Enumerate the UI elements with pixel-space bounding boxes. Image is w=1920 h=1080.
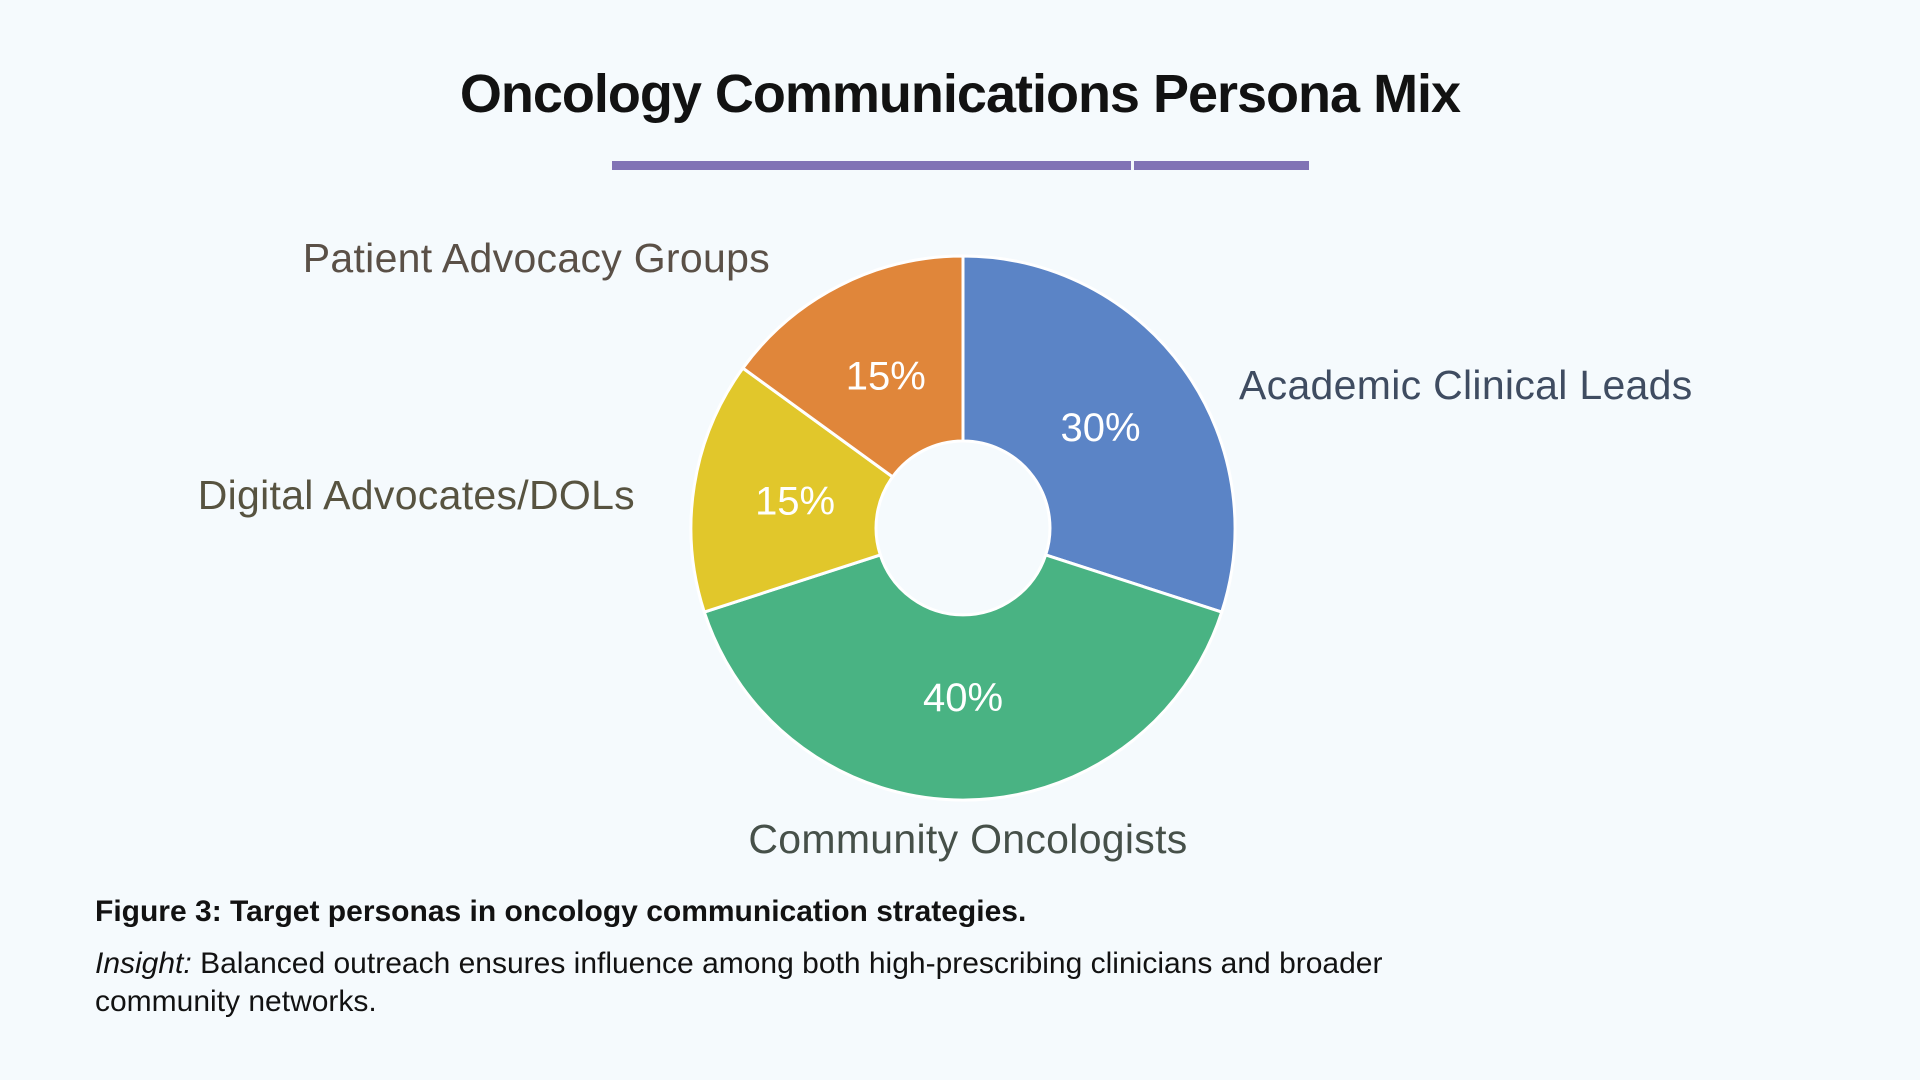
slice-label-patient-advocacy-groups: Patient Advocacy Groups xyxy=(302,235,770,281)
figure-insight: Insight: Balanced outreach ensures influ… xyxy=(95,945,1715,1021)
title-underline-segment-left xyxy=(612,161,1131,170)
percent-label-digital-advocates-dols: 15% xyxy=(755,479,835,523)
insight-prefix: Insight: xyxy=(95,947,192,980)
donut-slice-digital-advocates-dols xyxy=(689,366,895,614)
percent-label-patient-advocacy-groups: 15% xyxy=(846,355,926,399)
slice-label-academic-clinical-leads: Academic Clinical Leads xyxy=(1239,362,1693,408)
slice-label-community-oncologists: Community Oncologists xyxy=(748,816,1188,862)
chart-title: Oncology Communications Persona Mix xyxy=(459,64,1461,124)
insight-text-line2: community networks. xyxy=(95,985,377,1018)
title-underline-segment-right xyxy=(1134,161,1309,170)
percent-label-community-oncologists: 40% xyxy=(923,676,1003,720)
donut-slice-patient-advocacy-groups xyxy=(741,254,965,479)
donut-slice-community-oncologists xyxy=(702,553,1224,802)
donut-slice-academic-clinical-leads xyxy=(961,254,1237,614)
percent-label-academic-clinical-leads: 30% xyxy=(1060,406,1140,450)
title-underline xyxy=(612,161,1309,170)
slice-label-digital-advocates-dols: Digital Advocates/DOLs xyxy=(197,472,635,518)
insight-text-line1: Balanced outreach ensures influence amon… xyxy=(191,947,1383,980)
figure-caption: Figure 3: Target personas in oncology co… xyxy=(95,895,1027,928)
